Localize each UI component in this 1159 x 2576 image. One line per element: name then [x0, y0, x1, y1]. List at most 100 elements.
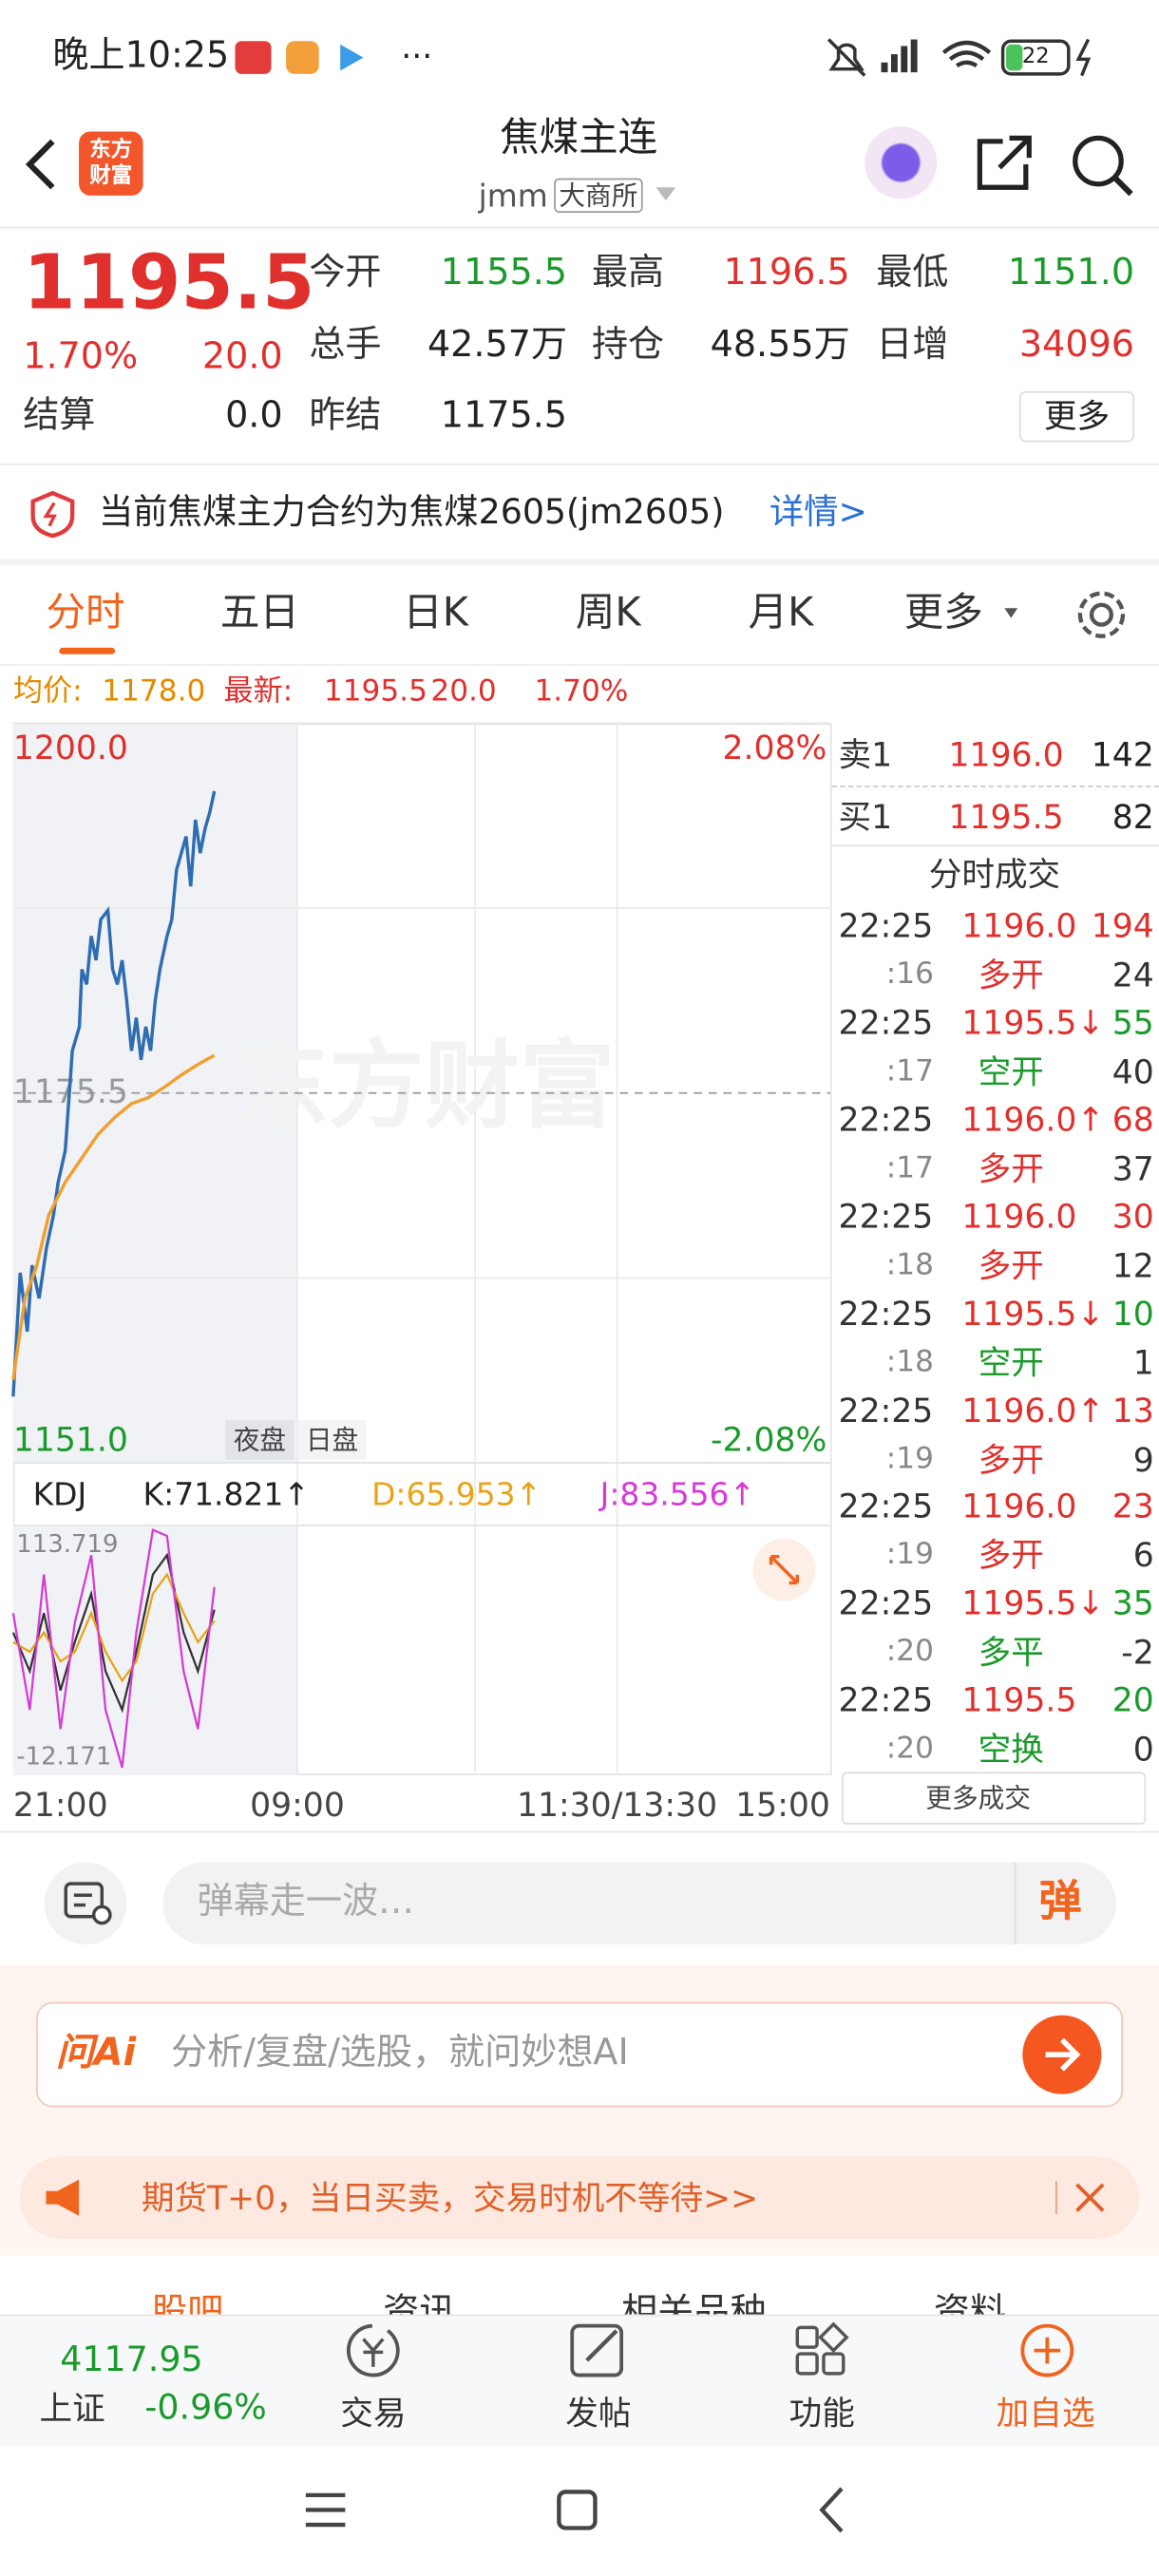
trade-change: 6	[1132, 1535, 1154, 1576]
period-tab[interactable]: 周K	[575, 589, 641, 636]
ai-input[interactable]	[36, 2001, 1123, 2108]
quote-label: 昨结	[309, 395, 382, 437]
index-name[interactable]: 上证	[39, 2388, 105, 2428]
settings-button[interactable]	[1074, 587, 1130, 643]
x-tick-label: 09:00	[250, 1785, 345, 1825]
kdj-night-bg	[12, 1525, 297, 1775]
trade-kind: 多平	[978, 1632, 1044, 1673]
nav-item[interactable]: 功能	[788, 2393, 855, 2434]
banner-close[interactable]	[1072, 2180, 1108, 2216]
index-change[interactable]: -0.96%	[144, 2387, 267, 2427]
quote-value: 0.0	[225, 395, 283, 437]
trade-second: :19	[885, 1441, 934, 1476]
y-tick-label: 1200.0	[13, 729, 128, 767]
indicator-select[interactable]: KDJ	[32, 1477, 87, 1514]
trade-kind: 多开	[978, 1148, 1044, 1188]
quote-value: 1175.5	[440, 395, 568, 437]
period-tab[interactable]: 五日	[219, 589, 299, 636]
kdj-line	[12, 1572, 216, 1683]
page-title: 焦煤主连	[500, 114, 658, 161]
quote-label: 日增	[876, 325, 949, 367]
period-tab[interactable]: 分时	[46, 589, 125, 636]
trade-second: :16	[885, 957, 934, 992]
tab-indicator	[59, 647, 116, 654]
trade-change: 40	[1112, 1051, 1154, 1091]
trade-time: 22:25	[838, 905, 934, 946]
trade-second: :20	[885, 1731, 934, 1767]
ai-placeholder[interactable]: 分析/复盘/选股，就问妙想AI	[170, 2033, 629, 2074]
trade-price: 1196.0↑	[961, 1390, 1105, 1430]
nav-item[interactable]: 加自选	[996, 2393, 1095, 2434]
search-button[interactable]	[1069, 131, 1138, 200]
notice-link[interactable]: 详情>	[769, 492, 868, 532]
session-badge-bg	[225, 1420, 294, 1460]
trade-volume: 68	[1112, 1099, 1154, 1139]
status-icons	[826, 38, 1092, 77]
comment-icon-glyph	[64, 1882, 112, 1925]
trade-second: :18	[885, 1247, 934, 1282]
x-tick-label: 15:00	[735, 1785, 830, 1825]
status-time: 晚上10:25	[52, 35, 230, 77]
comment-icon[interactable]	[44, 1862, 127, 1945]
trade-kind: 空开	[978, 1342, 1044, 1382]
period-tab[interactable]: 月K	[748, 589, 814, 636]
quote-label: 今开	[309, 253, 382, 294]
divider	[0, 1830, 1159, 1833]
trade-time: 22:25	[838, 1002, 934, 1042]
share-button[interactable]	[973, 131, 1038, 197]
quote-label: 持仓	[591, 325, 665, 367]
index-value[interactable]: 4117.95	[60, 2339, 203, 2379]
more-button-bg[interactable]	[1018, 390, 1135, 443]
trade-time: 22:25	[838, 1582, 934, 1623]
trade-time: 22:25	[838, 1679, 934, 1720]
banner-bg[interactable]	[19, 2156, 1140, 2239]
period-tab[interactable]: 更多	[903, 589, 983, 636]
comment-placeholder[interactable]: 弹幕走一波…	[197, 1882, 415, 1923]
trade-kind: 多开	[978, 955, 1044, 994]
trade-price: 1196.0	[961, 1487, 1077, 1526]
nav-item[interactable]: 发帖	[565, 2393, 632, 2434]
comment-send-divider	[1014, 1862, 1016, 1945]
trade-change: 24	[1112, 955, 1154, 994]
tab-caret	[1004, 608, 1018, 618]
trade-price: 1196.0	[961, 1196, 1077, 1236]
trade-kind: 多开	[978, 1245, 1044, 1285]
quote-value: 34096	[1018, 325, 1135, 367]
nav-item[interactable]: 交易	[340, 2393, 407, 2434]
trade-volume: 30	[1112, 1196, 1154, 1236]
trade-kind: 空换	[978, 1729, 1044, 1770]
back-button[interactable]	[20, 135, 69, 194]
more-button[interactable]: 更多	[1043, 396, 1111, 436]
period-tab[interactable]: 日K	[403, 589, 468, 636]
notice-icon	[30, 490, 75, 539]
dropdown-icon[interactable]	[653, 184, 679, 204]
quote-value: 48.55万	[710, 325, 850, 367]
avatar[interactable]	[864, 126, 938, 199]
kdj-tick-label: -12.171	[16, 1742, 111, 1771]
watermark: 东方财富	[234, 1031, 615, 1142]
trade-kind: 空开	[978, 1051, 1044, 1091]
system-nav[interactable]	[295, 2482, 871, 2541]
danmaku-button[interactable]: 弹	[1038, 1877, 1082, 1927]
y-tick-label: 1151.0	[13, 1422, 128, 1460]
battery-level: 22	[1021, 45, 1050, 70]
trade-time: 22:25	[838, 1099, 934, 1139]
kdj-line	[11, 1528, 216, 1769]
more-trades[interactable]: 更多成交	[925, 1782, 1032, 1814]
status-more: ···	[401, 36, 433, 76]
status-icons	[286, 41, 319, 74]
more-trades-bg[interactable]	[842, 1771, 1147, 1825]
nav-icons	[346, 2321, 1074, 2377]
trade-kind: 多开	[978, 1439, 1044, 1479]
trade-second: :17	[885, 1150, 934, 1185]
quote-value: 1151.0	[1007, 253, 1135, 294]
ai-logo: 问Ai	[55, 2032, 137, 2075]
divider	[0, 464, 1159, 465]
logo-bg	[79, 131, 143, 196]
order-divider	[831, 844, 1159, 847]
ask-price: 1196.0	[948, 734, 1064, 775]
trade-volume: 35	[1112, 1582, 1154, 1623]
banner-text[interactable]: 期货T+0，当日买卖，交易时机不等待>>	[141, 2177, 759, 2218]
comment-input[interactable]	[162, 1862, 1117, 1945]
